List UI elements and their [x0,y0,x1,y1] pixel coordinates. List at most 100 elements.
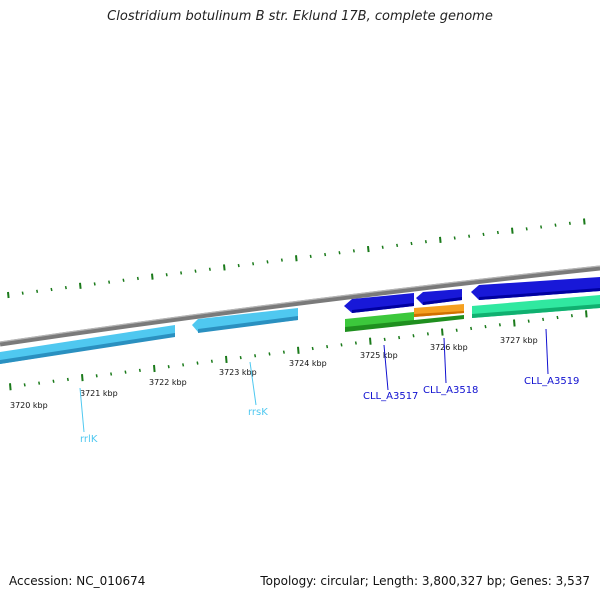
feature-CLL_A3518[interactable] [416,289,462,305]
gc-tick [424,240,427,244]
gc-tick [36,289,39,293]
axis-tick [153,364,156,373]
axis-tick [527,319,530,323]
feature-CLL_A3517[interactable] [344,293,414,313]
gc-tick [151,273,154,280]
gc-tick [338,251,341,255]
axis-tick [23,383,26,387]
axis-tick [412,334,415,338]
gc-tick [453,236,456,240]
gc-tick [266,260,269,264]
gc-tick [280,258,283,262]
gc-tick [324,252,327,257]
axis-tick [225,355,228,363]
axis-tick [383,337,386,342]
tick-label: 3721 kbp [80,389,118,398]
gene-label-rrsK[interactable]: rrsK [248,407,268,418]
axis-tick [167,365,170,369]
feature-rrsK[interactable] [192,308,298,333]
tick-label: 3725 kbp [360,351,398,360]
axis-tick [470,326,473,331]
gc-tick [180,271,183,275]
axis-tick [282,350,285,354]
axis-tick [110,372,113,376]
genome-summary: Topology: circular; Length: 3,800,327 bp… [260,574,590,588]
axis-tick [398,335,401,340]
gc-tick [165,273,168,277]
gc-tick [295,255,298,262]
axis-tick [38,381,41,385]
tick-label: 3720 kbp [10,401,48,410]
upper-gc-track [7,218,586,299]
gc-tick [208,267,211,271]
axis-tick [81,374,84,382]
axis-tick [369,337,372,345]
tick-label: 3722 kbp [149,378,187,387]
gc-tick [50,287,53,292]
axis-tick [182,363,185,367]
gc-tick [352,249,355,253]
lower-gc-track [9,310,588,391]
cog-track [345,295,600,332]
gc-tick [496,230,499,235]
axis-tick [138,368,141,372]
axis-tick [340,343,343,347]
gc-tick [108,280,111,284]
accession-text: Accession: NC_010674 [9,574,146,588]
feature-CLL_A3519[interactable] [471,277,600,300]
gc-tick [64,285,67,290]
axis-tick [498,323,501,327]
genome-backbone [0,265,600,347]
gc-tick [309,254,312,259]
axis-tick [441,328,444,336]
gc-tick [468,234,471,238]
gc-tick [439,236,442,243]
axis-ticks: 3720 kbp 3721 kbp 3722 kbp 3723 kbp 3724… [10,336,538,410]
gene-label-CLL_A3517[interactable]: CLL_A3517 [363,391,418,402]
gc-tick [482,232,485,236]
axis-tick [95,374,98,378]
axis-tick [455,328,458,332]
gc-tick [511,227,514,234]
gc-tick [525,227,528,231]
axis-tick [52,379,55,383]
axis-tick [542,317,545,321]
axis-tick [196,361,199,365]
gene-label-rrlK[interactable]: rrlK [80,434,98,445]
axis-tick [513,319,516,327]
gc-tick [381,245,384,249]
axis-tick [484,324,487,329]
gc-tick [7,291,10,299]
axis-tick [210,359,213,363]
label-leaders [79,328,549,433]
axis-tick [585,310,588,318]
gc-tick [252,262,255,266]
gc-tick [122,278,125,282]
gene-label-CLL_A3519[interactable]: CLL_A3519 [524,376,579,387]
map-title: Clostridium botulinum B str. Eklund 17B,… [107,9,493,24]
axis-tick [570,314,573,318]
feature-rrlK[interactable] [0,325,175,364]
axis-tick [239,355,242,360]
axis-tick [326,345,329,349]
gc-tick [583,218,586,225]
gc-tick [79,282,82,289]
gc-tick [540,225,543,229]
gc-tick [396,243,399,248]
gc-tick [93,282,96,286]
gc-tick [194,269,197,273]
axis-tick [66,377,69,382]
gc-tick [554,223,557,227]
tick-label: 3723 kbp [219,368,257,377]
axis-tick [426,332,429,336]
gc-tick [367,245,370,253]
axis-tick [254,354,257,358]
axis-tick [556,315,559,320]
gene-label-CLL_A3518[interactable]: CLL_A3518 [423,385,478,396]
axis-tick [297,346,300,354]
tick-label: 3727 kbp [500,336,538,345]
tick-label: 3726 kbp [430,343,468,352]
axis-tick [268,352,271,356]
gc-tick [568,221,571,225]
